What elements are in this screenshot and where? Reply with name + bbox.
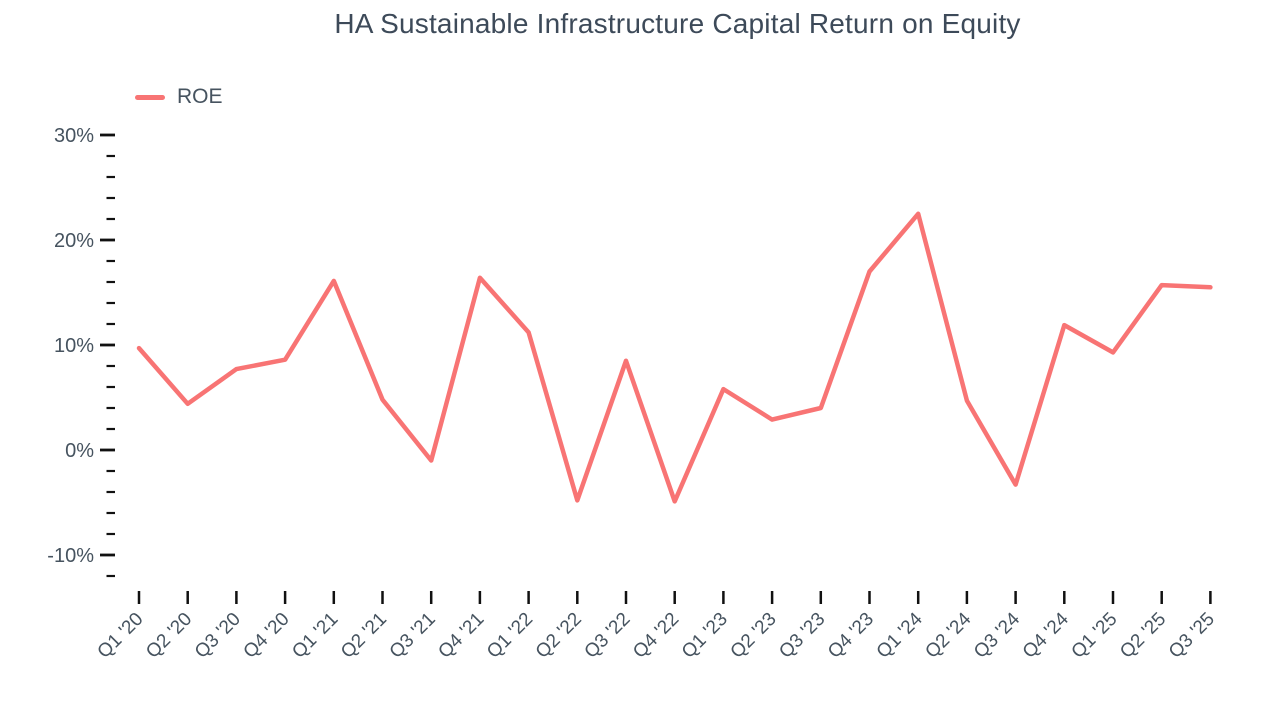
x-axis-tick-label: Q2 '21 xyxy=(337,609,391,663)
x-axis-tick-label: Q4 '20 xyxy=(240,609,294,663)
x-axis-tick-label: Q3 '24 xyxy=(970,608,1024,662)
roe-series-swatch-icon xyxy=(135,94,165,100)
x-axis-tick-label: Q1 '24 xyxy=(873,608,927,662)
x-axis-tick-label: Q3 '21 xyxy=(386,609,440,663)
x-axis-tick-label: Q1 '25 xyxy=(1068,609,1122,663)
y-axis-tick-label: 0% xyxy=(65,440,94,462)
x-axis-tick-label: Q4 '23 xyxy=(824,609,878,663)
x-axis-tick-label: Q3 '22 xyxy=(581,609,635,663)
roe-series-line xyxy=(136,211,1213,504)
x-axis-tick-label: Q3 '23 xyxy=(775,609,829,663)
legend-item-label: ROE xyxy=(177,85,223,108)
x-axis-tick-label: Q2 '20 xyxy=(142,609,196,663)
y-axis-tick-label: 20% xyxy=(54,230,94,252)
x-axis-tick-label: Q4 '22 xyxy=(629,609,683,663)
y-axis-tick-label: 10% xyxy=(54,335,94,357)
y-axis-tick-label: -10% xyxy=(47,545,94,567)
x-axis-tick-label: Q4 '21 xyxy=(434,609,488,663)
chart-title: HA Sustainable Infrastructure Capital Re… xyxy=(334,8,1021,39)
x-axis-tick-label: Q3 '25 xyxy=(1165,609,1219,663)
x-axis-tick-label: Q2 '23 xyxy=(727,609,781,663)
x-axis-tick-label: Q2 '22 xyxy=(532,609,586,663)
x-axis-tick-label: Q1 '20 xyxy=(94,609,148,663)
legend: ROE xyxy=(135,85,223,109)
x-axis-tick-label: Q1 '23 xyxy=(678,609,732,663)
legend-item-roe[interactable]: ROE xyxy=(135,85,223,109)
x-axis-tick-label: Q1 '21 xyxy=(288,609,342,663)
x-axis-tick-label: Q1 '22 xyxy=(483,609,537,663)
y-axis-tick-label: 30% xyxy=(54,125,94,147)
x-axis-tick-label: Q2 '25 xyxy=(1116,609,1170,663)
x-axis-tick-label: Q4 '24 xyxy=(1019,608,1073,662)
x-axis-tick-label: Q3 '20 xyxy=(191,609,245,663)
x-axis-tick-label: Q2 '24 xyxy=(921,608,975,662)
